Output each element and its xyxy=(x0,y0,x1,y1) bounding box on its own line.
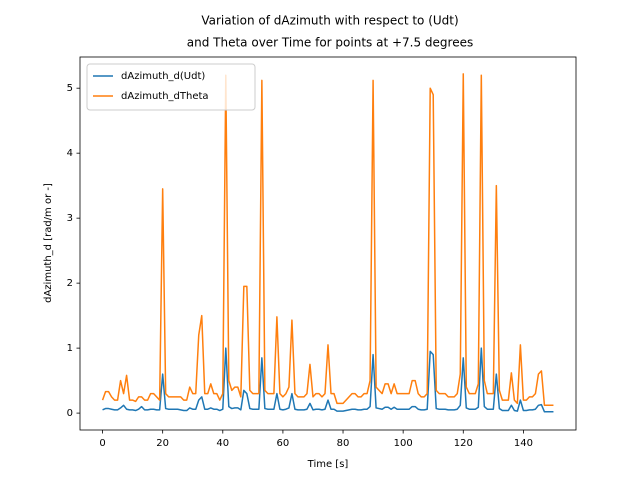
x-tick-label: 0 xyxy=(99,438,105,449)
legend-label: dAzimuth_d(Udt) xyxy=(121,71,205,82)
y-tick-label: 3 xyxy=(67,213,73,224)
y-axis-label: dAzimuth_d [rad/m or -] xyxy=(43,183,54,303)
x-tick-label: 80 xyxy=(337,438,350,449)
x-tick-label: 120 xyxy=(454,438,473,449)
legend-box xyxy=(86,63,256,111)
y-tick-label: 1 xyxy=(67,343,73,354)
plot-frame xyxy=(79,56,577,431)
legend-label: dAzimuth_dTheta xyxy=(121,91,209,102)
series-line xyxy=(101,73,554,407)
y-tick-label: 0 xyxy=(67,408,73,419)
y-tick-label: 4 xyxy=(67,148,73,159)
y-tick-label: 2 xyxy=(67,278,73,289)
x-tick-label: 40 xyxy=(216,438,229,449)
chart-title: Variation of dAzimuth with respect to (U… xyxy=(201,14,458,28)
x-tick-label: 100 xyxy=(394,438,413,449)
series-line xyxy=(102,347,554,413)
x-tick-label: 60 xyxy=(277,438,290,449)
x-tick-label: 20 xyxy=(156,438,169,449)
y-tick-label: 5 xyxy=(67,83,73,94)
x-tick-label: 140 xyxy=(514,438,533,449)
x-axis-label: Time [s] xyxy=(307,459,349,470)
chart-title: and Theta over Time for points at +7.5 d… xyxy=(187,36,473,50)
